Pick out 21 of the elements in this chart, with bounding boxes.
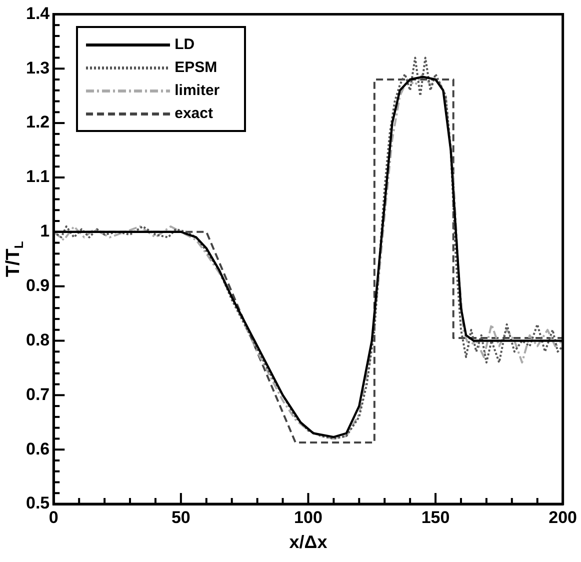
legend-label: exact — [174, 105, 213, 122]
y-tick-label: 0.5 — [26, 494, 50, 513]
y-tick-label: 0.7 — [26, 384, 50, 404]
x-tick-label: 100 — [294, 508, 322, 527]
y-tick-label: 1 — [40, 222, 50, 241]
y-tick-label: 0.9 — [26, 276, 50, 295]
legend-label: LD — [174, 36, 195, 54]
x-tick-label: 200 — [548, 508, 578, 527]
x-axis-title: x/Δx — [289, 532, 328, 552]
y-tick-label: 1.4 — [26, 4, 50, 23]
x-tick-label: 50 — [171, 508, 190, 527]
y-tick-label: 1.2 — [26, 112, 50, 132]
y-axis-title: T/TL — [3, 240, 26, 278]
legend-label: limiter — [174, 82, 220, 100]
y-tick-label: 0.8 — [26, 330, 50, 350]
y-tick-label: 1.1 — [26, 167, 50, 186]
legend-label: EPSM — [174, 59, 218, 76]
y-tick-label: 1.3 — [26, 58, 50, 78]
x-tick-label: 0 — [48, 508, 58, 527]
y-tick-label: 0.6 — [26, 439, 50, 458]
x-tick-label: 150 — [421, 508, 450, 527]
